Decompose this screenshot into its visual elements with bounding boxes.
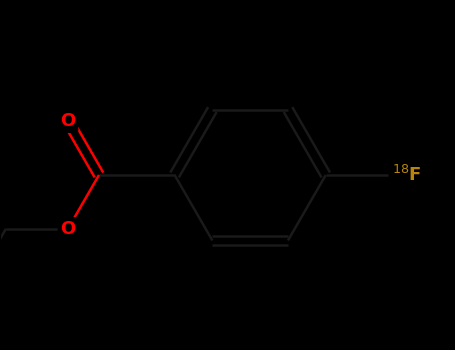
Text: O: O [61, 220, 76, 238]
Text: $^{18}$F: $^{18}$F [392, 165, 421, 185]
Text: O: O [61, 112, 76, 130]
